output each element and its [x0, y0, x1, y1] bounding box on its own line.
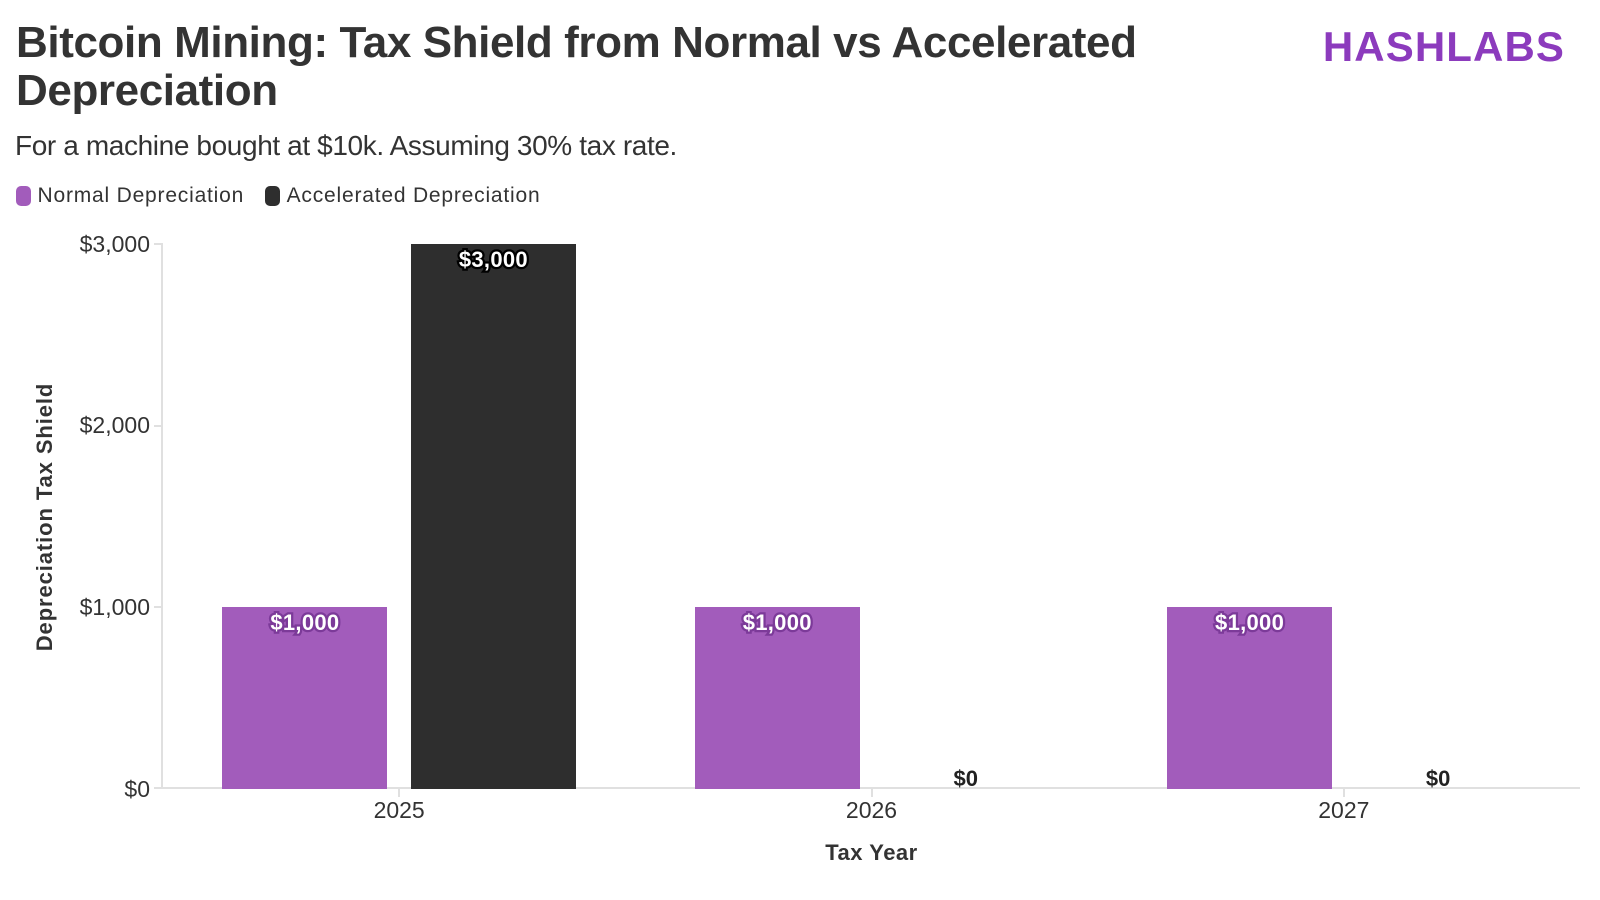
bar-accelerated-depreciation-2025 [410, 244, 576, 789]
bar-value-label-text: $1,000 [270, 609, 340, 635]
y-tick-label: $1,000 [79, 593, 150, 620]
bar-normal-depreciation-2025 [222, 607, 388, 789]
bar-value-label-text: $1,000 [1215, 609, 1285, 635]
bar-value-label-outline: $3,000 [457, 246, 530, 273]
bar-value-label-outline: $1,000 [1213, 609, 1286, 636]
y-axis-line [161, 244, 163, 789]
y-tick-label: $0 [124, 775, 150, 802]
bar-value-label: $3,000 $3,000 [411, 246, 576, 273]
x-axis-title: Tax Year [825, 839, 918, 865]
bar-value-label-outline: $1,000 [268, 609, 341, 636]
y-tick [153, 424, 163, 427]
x-tick [398, 789, 401, 797]
bar-value-label: $1,000 $1,000 [1167, 609, 1332, 636]
legend-item-accelerated: Accelerated Depreciation [265, 184, 540, 208]
x-tick-label: 2027 [1318, 797, 1370, 823]
bar-normal-depreciation-2027 [1167, 607, 1333, 789]
bar-value-label-text: $1,000 [742, 609, 812, 635]
x-tick [1342, 789, 1345, 797]
zero-value-label: $0 [953, 765, 978, 791]
legend: Normal Depreciation Accelerated Deprecia… [16, 184, 540, 208]
bar-value-label: $1,000 $1,000 [222, 609, 387, 636]
legend-label-accelerated: Accelerated Depreciation [286, 184, 541, 207]
x-tick-label: 2025 [373, 797, 425, 823]
x-tick-label: 2026 [845, 797, 898, 823]
chart-subtitle: For a machine bought at $10k. Assuming 3… [15, 129, 677, 161]
y-axis-title: Depreciation Tax Shield [32, 382, 57, 651]
x-tick [870, 789, 873, 797]
x-axis-baseline [153, 787, 1580, 789]
y-tick [153, 606, 163, 609]
bar-value-label-outline: $1,000 [740, 609, 813, 636]
legend-label-normal: Normal Depreciation [37, 184, 245, 207]
chart-title: Bitcoin Mining: Tax Shield from Normal v… [16, 17, 1137, 116]
y-tick-label: $3,000 [79, 230, 150, 257]
legend-item-normal: Normal Depreciation [16, 184, 244, 208]
legend-swatch-normal [16, 186, 31, 206]
y-tick [153, 243, 163, 246]
bar-value-label-text: $3,000 [458, 246, 528, 272]
bar-value-label: $1,000 $1,000 [695, 609, 860, 636]
bar-normal-depreciation-2026 [694, 607, 860, 789]
hashlabs-logo: HASHLABS [1322, 23, 1565, 70]
y-tick-label: $2,000 [79, 412, 150, 439]
zero-value-label: $0 [1425, 765, 1451, 791]
legend-swatch-accelerated [265, 186, 281, 206]
